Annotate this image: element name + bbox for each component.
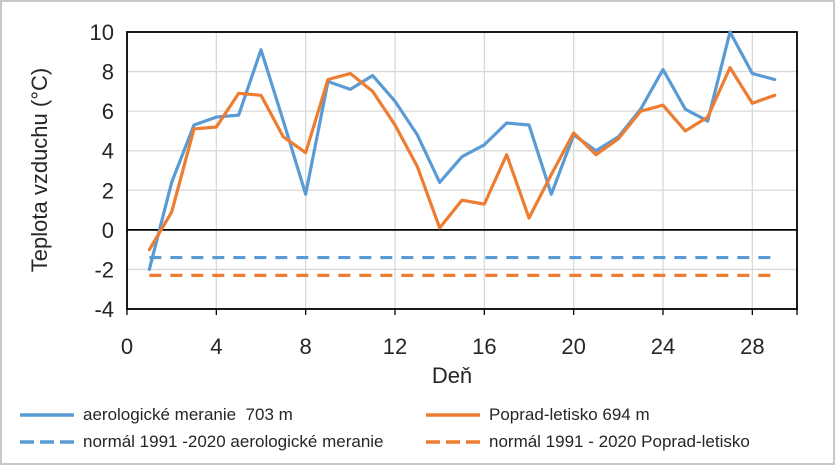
legend-item-2: normál 1991 -2020 aerologické meranie [20, 428, 384, 455]
y-tick-label: 6 [102, 99, 114, 124]
x-tick-label: 12 [383, 334, 407, 359]
legend-item-3: normál 1991 - 2020 Poprad-letisko [426, 428, 750, 455]
legend-dashed-line-marker [426, 439, 480, 444]
legend-line-marker [426, 412, 480, 417]
legend-column: aerologické meranie 703 m normál 1991 -20… [20, 401, 384, 455]
legend-item-0: aerologické meranie 703 m [20, 401, 384, 428]
legend-label: Poprad-letisko 694 m [489, 405, 650, 424]
legend-item-1: Poprad-letisko 694 m [426, 401, 750, 428]
axes [126, 31, 798, 315]
series-line-1 [147, 66, 777, 252]
x-tick-label: 28 [740, 334, 764, 359]
y-tick-label: 2 [102, 178, 114, 203]
legend-column: Poprad-letisko 694 m normál 1991 - 2020 P… [426, 401, 750, 455]
series-lines [147, 30, 777, 277]
x-tick-label: 24 [651, 334, 675, 359]
x-axis-title: Deň [432, 363, 472, 388]
legend-label: normál 1991 - 2020 Poprad-letisko [489, 432, 750, 451]
legend-label: aerologické meranie 703 m [83, 405, 293, 424]
gridlines [127, 32, 797, 309]
legend-dashed-line-marker [20, 439, 74, 444]
series-line-0 [147, 30, 777, 272]
y-tick-label: 0 [102, 218, 114, 243]
y-tick-label: 10 [90, 20, 114, 45]
legend-line-marker [20, 412, 74, 417]
x-tick-label: 0 [121, 334, 133, 359]
legend-label: normál 1991 -2020 aerologické meranie [83, 432, 384, 451]
y-tick-label: 8 [102, 60, 114, 85]
y-tick-label: -2 [94, 257, 114, 282]
y-axis-title: Teplota vzduchu (°C) [27, 68, 52, 272]
y-tick-label: 4 [102, 139, 114, 164]
x-tick-label: 16 [472, 334, 496, 359]
x-tick-label: 20 [561, 334, 585, 359]
x-tick-label: 8 [300, 334, 312, 359]
chart-legend: aerologické meranie 703 m normál 1991 -20… [2, 401, 833, 461]
x-tick-label: 4 [210, 334, 222, 359]
y-tick-label: -4 [94, 297, 114, 322]
plot-border [126, 31, 798, 310]
